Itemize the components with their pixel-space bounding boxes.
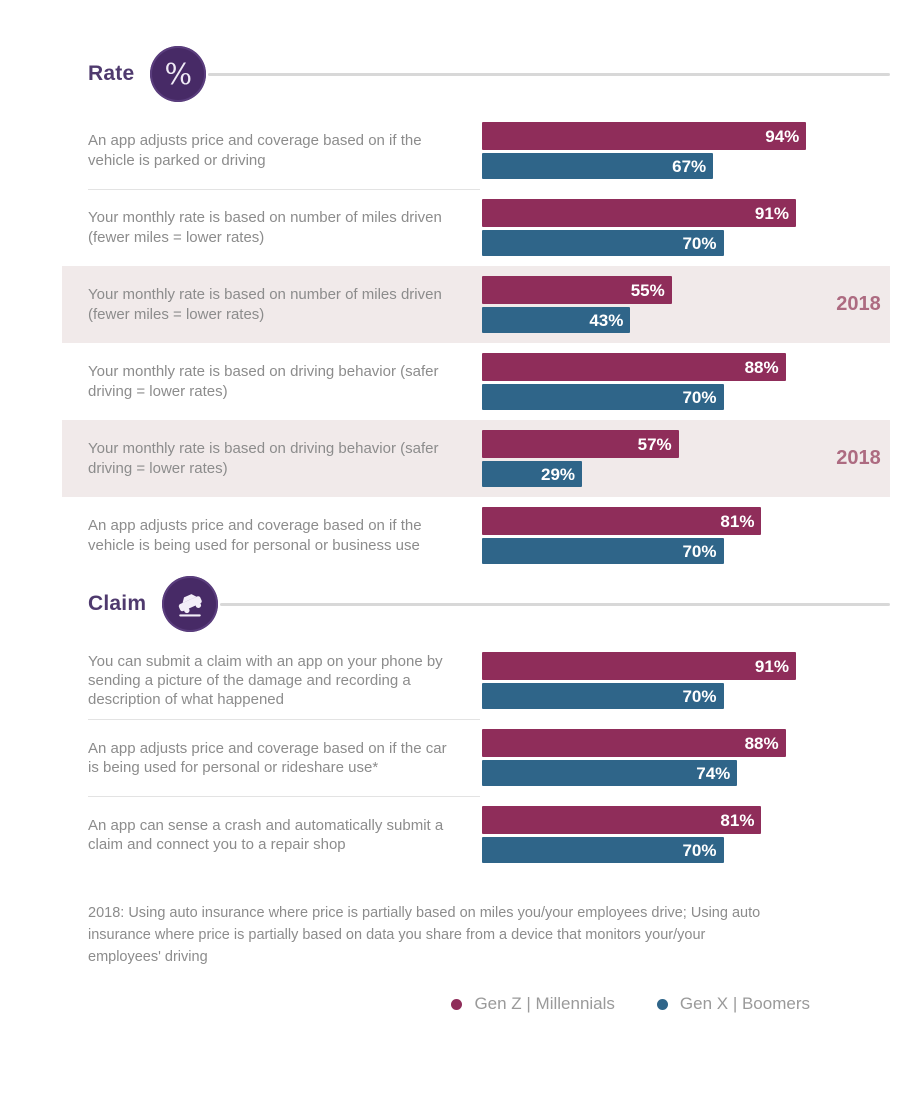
bar-group: 91% 70% xyxy=(482,199,827,256)
percent-glyph: % xyxy=(164,56,193,91)
bar-value: 91% xyxy=(754,656,789,676)
bar-genx-boomers: 70% xyxy=(482,837,724,864)
bar-genx-boomers: 74% xyxy=(482,760,738,787)
row-label: An app can sense a crash and automatical… xyxy=(88,816,444,853)
car-crash-icon xyxy=(162,576,219,632)
row-label: Your monthly rate is based on driving be… xyxy=(88,363,439,400)
bar-genz-millennials: 91% xyxy=(482,199,796,227)
bar-value: 94% xyxy=(765,126,800,146)
section-title: Rate xyxy=(88,62,135,85)
bar-genz-millennials: 91% xyxy=(482,652,796,681)
section-rate: Rate% An app adjusts price and coverage b… xyxy=(62,44,890,574)
chart-row: An app adjusts price and coverage based … xyxy=(62,112,890,189)
bar-group: 81% 70% xyxy=(482,806,827,864)
section-header: Claim xyxy=(62,574,890,634)
row-label: An app adjusts price and coverage based … xyxy=(88,517,422,554)
bar-genx-boomers: 43% xyxy=(482,307,631,333)
section-claim: Claim You can submit a claim with an app… xyxy=(62,574,890,873)
bar-value: 88% xyxy=(744,357,779,377)
bar-group: 55% 43% xyxy=(482,276,827,333)
chart-row: Your monthly rate is based on driving be… xyxy=(62,420,890,497)
bar-value: 70% xyxy=(682,233,717,253)
bar-genz-millennials: 94% xyxy=(482,122,807,150)
chart-row: An app can sense a crash and automatical… xyxy=(62,796,890,873)
section-header: Rate% xyxy=(62,44,890,104)
chart-row: Your monthly rate is based on number of … xyxy=(62,189,890,266)
bar-group: 88% 74% xyxy=(482,729,827,787)
bar-group: 88% 70% xyxy=(482,353,827,410)
bar-genz-millennials: 55% xyxy=(482,276,672,304)
bar-group: 81% 70% xyxy=(482,507,827,564)
bar-value: 70% xyxy=(682,840,717,860)
chart-row: Your monthly rate is based on driving be… xyxy=(62,343,890,420)
legend-dot xyxy=(451,998,463,1010)
year-label: 2018 xyxy=(836,447,881,469)
legend-item-genx-boomers: Gen X | Boomers xyxy=(656,994,810,1014)
row-label: An app adjusts price and coverage based … xyxy=(88,739,447,776)
bar-value: 29% xyxy=(541,464,576,484)
bar-genz-millennials: 88% xyxy=(482,729,786,758)
infographic-page: Rate% An app adjusts price and coverage b… xyxy=(62,44,890,1014)
bar-group: 91% 70% xyxy=(482,652,827,710)
chart-row: Your monthly rate is based on number of … xyxy=(62,266,890,343)
bar-value: 88% xyxy=(744,733,779,753)
bar-genz-millennials: 81% xyxy=(482,806,762,835)
bar-genz-millennials: 88% xyxy=(482,353,786,381)
bar-value: 57% xyxy=(637,434,672,454)
footnote: 2018: Using auto insurance where price i… xyxy=(88,905,761,965)
section-divider-line xyxy=(220,602,890,606)
bar-genx-boomers: 29% xyxy=(482,461,583,487)
row-label: You can submit a claim with an app on yo… xyxy=(88,653,443,709)
bar-value: 55% xyxy=(630,280,665,300)
bar-genx-boomers: 70% xyxy=(482,683,724,710)
bar-value: 70% xyxy=(682,541,717,561)
bar-genz-millennials: 81% xyxy=(482,507,762,535)
sections: Rate% An app adjusts price and coverage b… xyxy=(62,44,890,873)
bar-value: 91% xyxy=(754,203,789,223)
year-label: 2018 xyxy=(836,293,881,315)
percent-icon: % xyxy=(150,46,207,102)
bar-genx-boomers: 70% xyxy=(482,384,724,410)
bar-genx-boomers: 70% xyxy=(482,538,724,564)
bar-value: 70% xyxy=(682,686,717,706)
bar-value: 43% xyxy=(589,310,624,330)
bar-group: 94% 67% xyxy=(482,122,827,179)
legend-label: Gen X | Boomers xyxy=(679,994,810,1014)
row-label: An app adjusts price and coverage based … xyxy=(88,132,422,169)
section-divider-line xyxy=(208,72,890,76)
bar-genx-boomers: 67% xyxy=(482,153,714,179)
row-label: Your monthly rate is based on number of … xyxy=(88,209,442,246)
bar-genx-boomers: 70% xyxy=(482,230,724,256)
chart-row: An app adjusts price and coverage based … xyxy=(62,719,890,796)
row-label: Your monthly rate is based on driving be… xyxy=(88,440,439,477)
bar-value: 70% xyxy=(682,387,717,407)
bar-value: 67% xyxy=(672,156,707,176)
bar-group: 57% 29% xyxy=(482,430,827,487)
chart-row: You can submit a claim with an app on yo… xyxy=(62,642,890,719)
legend-dot xyxy=(656,998,668,1010)
bar-value: 74% xyxy=(696,763,731,783)
bar-value: 81% xyxy=(720,511,755,531)
section-title: Claim xyxy=(88,592,147,615)
legend: Gen Z | Millennials Gen X | Boomers xyxy=(62,994,890,1014)
legend-label: Gen Z | Millennials xyxy=(474,994,615,1014)
row-label: Your monthly rate is based on number of … xyxy=(88,286,442,323)
chart-row: An app adjusts price and coverage based … xyxy=(62,497,890,574)
bar-genz-millennials: 57% xyxy=(482,430,679,458)
legend-item-genz-millennials: Gen Z | Millennials xyxy=(451,994,615,1014)
bar-value: 81% xyxy=(720,810,755,830)
